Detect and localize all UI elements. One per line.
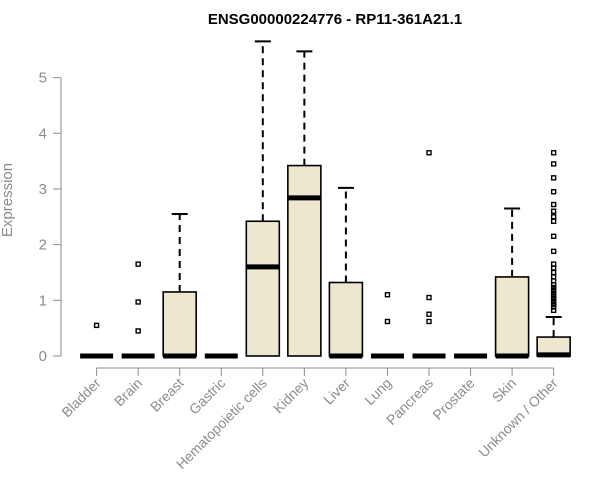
outlier-point [135,328,141,334]
outlier-point [550,298,557,305]
outlier-point [426,294,432,301]
chart-title: ENSG00000224776 - RP11-361A21.1 [208,11,462,28]
box-rect [245,220,281,357]
box-1 [121,261,155,359]
outlier-point [550,201,557,208]
outlier-point [426,318,432,325]
box-4 [245,40,281,357]
outlier-point [550,293,557,299]
box-8 [412,150,446,359]
y-tick-label: 4 [39,125,47,142]
outlier-point [550,208,557,214]
outlier-point [135,261,141,267]
outlier-point [384,318,391,325]
outlier-point [550,301,557,307]
x-tick-label: Brain [111,375,145,409]
box-6 [328,186,364,359]
x-tick-label: Bladder [58,375,104,421]
outlier-point [550,274,557,280]
x-tick-label: Liver [320,375,353,408]
outlier-point [93,322,100,329]
outlier-point [426,150,432,156]
outlier-point [550,161,557,167]
y-tick-label: 3 [39,181,47,198]
x-tick-label: Unknown / Other [475,375,561,461]
y-axis-label: Expression [0,163,16,237]
outlier-point [550,284,557,291]
outlier-point [384,292,391,298]
outlier-point [550,189,557,195]
outlier-point [550,248,557,255]
outlier-point [550,295,557,302]
outlier-point [550,304,557,310]
outlier-point [550,269,557,276]
outlier-point [550,214,557,220]
x-tick-label: Breast [147,375,187,415]
box-7 [370,292,404,359]
outlier-point [550,150,557,156]
outlier-point [550,290,557,296]
box-rect [162,291,197,357]
y-tick-label: 2 [39,237,47,254]
outlier-point [550,287,557,293]
outlier-point [550,175,557,181]
y-axis: 0 1 2 3 4 5 [39,70,62,365]
x-tick-label: Skin [489,375,520,406]
x-tick-label: Prostate [429,375,477,423]
box-2 [162,213,197,359]
box-rect [494,276,530,357]
box-5 [287,50,322,357]
x-tick-label: Kidney [270,375,312,417]
outlier-point [550,233,557,239]
box-rect [287,164,322,357]
y-tick-label: 5 [39,70,47,87]
outlier-point [550,261,557,267]
y-tick-label: 1 [39,292,47,309]
outlier-point [426,311,432,317]
box-10 [494,207,530,359]
x-tick-label: Lung [361,375,394,408]
box-rect [328,281,364,357]
y-tick-label: 0 [39,348,47,365]
box-series [80,40,571,359]
box-0 [80,322,114,359]
outlier-point [135,299,141,305]
outlier-point [550,218,557,224]
box-11 [536,150,571,358]
